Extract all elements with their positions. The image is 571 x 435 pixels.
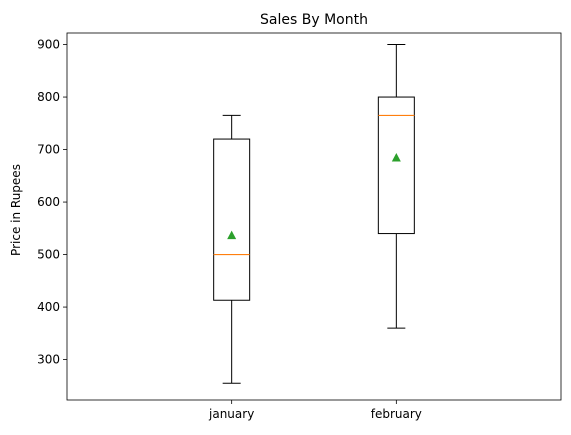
box-january bbox=[213, 138, 251, 301]
y-tick-label: 700 bbox=[37, 143, 60, 157]
y-tick-label: 800 bbox=[37, 90, 60, 104]
y-tick-label: 900 bbox=[37, 38, 60, 52]
box-series bbox=[213, 44, 415, 384]
x-tick-label: february bbox=[371, 407, 422, 421]
mean-marker bbox=[391, 152, 401, 162]
y-axis-label: Price in Rupees bbox=[9, 164, 23, 256]
y-tick-label: 600 bbox=[37, 195, 60, 209]
x-tick-label: january bbox=[208, 407, 254, 421]
y-tick-label: 300 bbox=[37, 353, 60, 367]
x-axis: january february bbox=[208, 400, 422, 421]
y-axis: 300 400 500 600 700 800 900 bbox=[37, 38, 67, 367]
y-tick-label: 500 bbox=[37, 248, 60, 262]
box-february bbox=[377, 96, 415, 235]
y-tick-label: 400 bbox=[37, 300, 60, 314]
chart-title: Sales By Month bbox=[260, 12, 368, 28]
plot-frame bbox=[66, 32, 562, 401]
mean-marker bbox=[227, 230, 237, 240]
